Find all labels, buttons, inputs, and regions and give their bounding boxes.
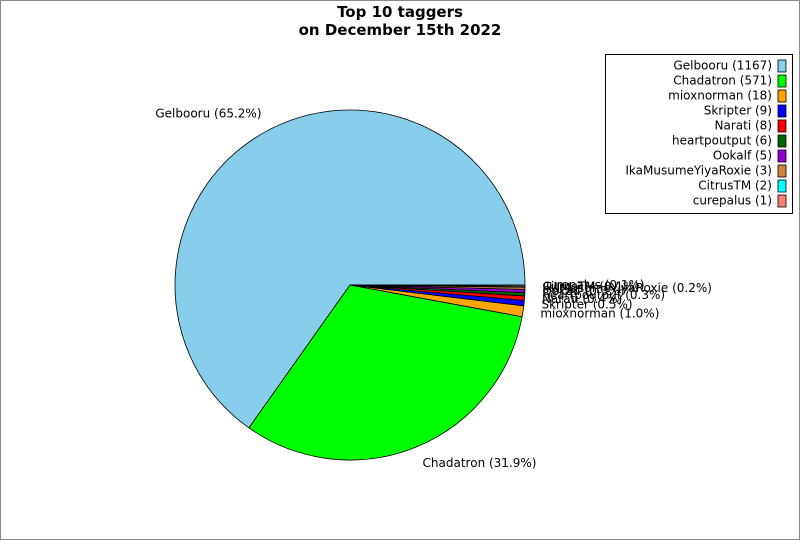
slice-label: Chadatron (31.9%) — [423, 456, 537, 470]
legend-swatch — [777, 89, 787, 103]
slice-label: Narati (0.4%) — [542, 292, 622, 306]
legend-swatch — [777, 149, 787, 163]
chart-title: Top 10 taggers on December 15th 2022 — [298, 3, 502, 39]
slice-label: curepalus (0.1%) — [542, 278, 644, 292]
legend-label: mioxnorman (18) — [668, 89, 772, 103]
legend-swatch — [777, 104, 787, 118]
legend-swatch — [777, 119, 787, 133]
legend-swatch — [777, 179, 787, 193]
pie-slice — [248, 284, 523, 461]
legend-label: Gelbooru (1167) — [673, 59, 772, 73]
legend-swatch — [777, 134, 787, 148]
legend-label: CitrusTM (2) — [698, 179, 772, 193]
slice-label: Ookalf (0.3%) — [542, 284, 624, 298]
legend-swatch — [777, 164, 787, 178]
legend-swatch — [777, 59, 787, 73]
slice-label: mioxnorman (1.0%) — [540, 306, 659, 320]
legend-label: heartpoutput (6) — [672, 134, 772, 148]
slice-label: heartpoutput (0.3%) — [542, 288, 665, 302]
legend-label: Ookalf (5) — [713, 149, 772, 163]
pie-slice — [349, 284, 526, 287]
slice-label: Skripter (0.5%) — [541, 297, 632, 311]
slice-label: IkaMusumeYiyaRoxie (0.2%) — [542, 281, 711, 295]
legend-swatch — [777, 74, 787, 88]
slice-label: Gelbooru (65.2%) — [155, 107, 261, 121]
legend-label: Narati (8) — [715, 119, 772, 133]
legend-label: curepalus (1) — [693, 194, 772, 208]
legend-label: Skripter (9) — [704, 104, 772, 118]
pie-slice — [174, 109, 526, 429]
legend-swatch — [777, 194, 787, 208]
legend-label: Chadatron (571) — [673, 74, 772, 88]
legend-label: IkaMusumeYiyaRoxie (3) — [625, 164, 772, 178]
legend-box — [605, 54, 793, 214]
slice-label: CitrusTM (0.1%) — [542, 279, 639, 293]
